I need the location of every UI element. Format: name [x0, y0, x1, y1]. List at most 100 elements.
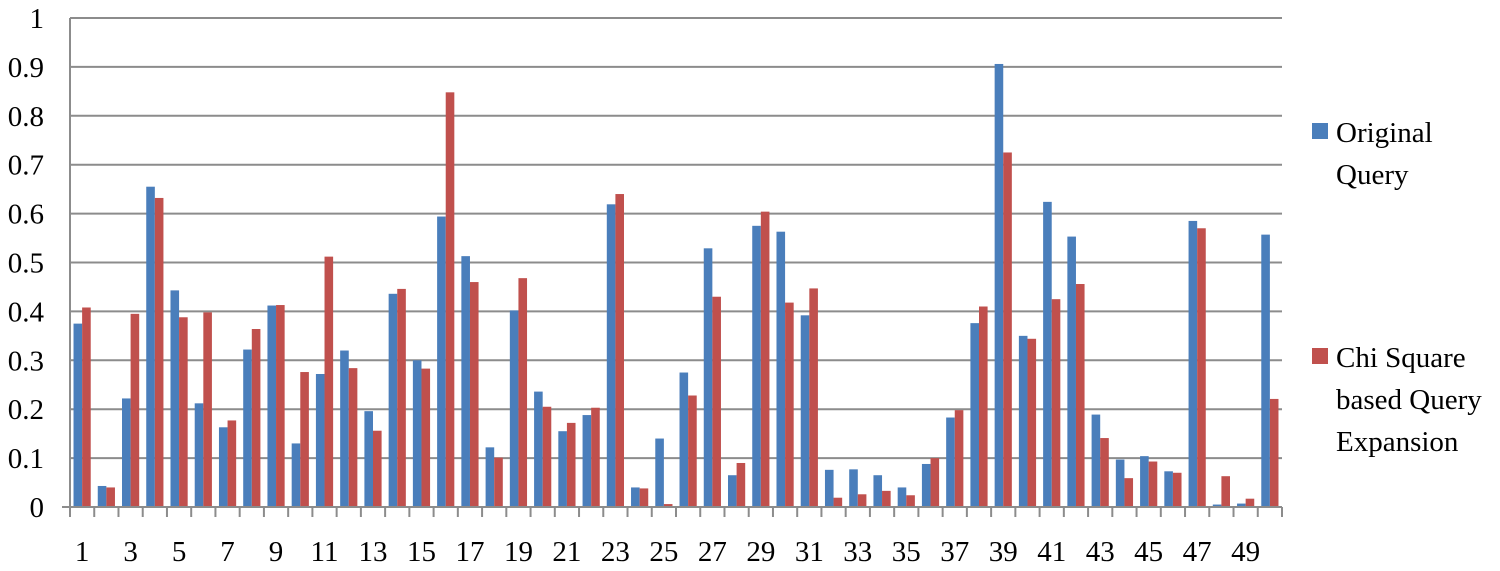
bar-original-query-32 — [824, 469, 834, 507]
bar-original-query-18 — [485, 447, 495, 507]
bar-chi-square-19 — [518, 278, 528, 507]
y-tick-label: 0.9 — [8, 52, 44, 84]
x-tick-label: 47 — [1183, 536, 1212, 568]
legend-label-chi-square: Chi Square based Query Expansion — [1336, 342, 1482, 459]
bar-chi-square-42 — [1075, 284, 1085, 507]
x-tick-label: 29 — [746, 536, 775, 568]
bar-original-query-38 — [970, 323, 979, 507]
bar-chi-square-46 — [1172, 472, 1182, 507]
bar-original-query-25 — [655, 438, 664, 507]
bar-chi-square-17 — [469, 282, 479, 507]
bar-original-query-26 — [679, 372, 689, 507]
legend-swatch-original-query — [1312, 123, 1328, 139]
x-tick-label: 45 — [1134, 536, 1163, 568]
bar-chi-square-32 — [833, 497, 843, 507]
bar-chi-square-31 — [809, 288, 818, 507]
bar-original-query-12 — [340, 350, 349, 507]
bar-original-query-22 — [582, 415, 592, 507]
legend-swatch-chi-square — [1312, 348, 1328, 364]
y-tick-label: 1 — [30, 3, 45, 35]
bar-chi-square-43 — [1100, 438, 1109, 507]
bar-original-query-27 — [703, 248, 713, 507]
bar-chi-square-22 — [591, 407, 600, 507]
x-tick-label: 43 — [1086, 536, 1115, 568]
bar-chi-square-27 — [712, 296, 721, 507]
bar-original-query-43 — [1091, 414, 1101, 507]
bar-original-query-2 — [97, 485, 107, 507]
bar-original-query-46 — [1164, 471, 1173, 507]
y-tick-label: 0.1 — [8, 443, 44, 475]
bar-chi-square-24 — [639, 488, 649, 507]
bar-original-query-15 — [412, 360, 422, 507]
x-tick-label: 39 — [989, 536, 1018, 568]
x-tick-label: 21 — [552, 536, 581, 568]
bar-original-query-3 — [122, 398, 131, 507]
bar-original-query-10 — [291, 443, 301, 507]
y-tick-label: 0.4 — [8, 296, 45, 328]
y-tick-label: 0.7 — [8, 150, 44, 182]
x-tick-label: 27 — [698, 536, 727, 568]
x-tick-label: 11 — [311, 536, 339, 568]
bar-original-query-35 — [897, 487, 907, 507]
y-tick-label: 0.6 — [8, 199, 44, 231]
bar-original-query-14 — [388, 293, 398, 507]
x-tick-label: 23 — [601, 536, 630, 568]
bar-original-query-37 — [946, 417, 955, 507]
bar-chi-square-36 — [930, 458, 940, 507]
bar-original-query-20 — [534, 391, 543, 507]
x-tick-label: 1 — [75, 536, 90, 568]
bar-chi-square-25 — [663, 504, 673, 507]
bar-chi-square-44 — [1124, 478, 1134, 507]
bar-original-query-11 — [315, 373, 325, 507]
x-tick-label: 17 — [455, 536, 484, 568]
x-tick-label: 35 — [892, 536, 921, 568]
bar-original-query-5 — [170, 290, 180, 507]
x-tick-label: 41 — [1037, 536, 1066, 568]
bar-original-query-39 — [994, 63, 1004, 507]
bar-original-query-7 — [218, 427, 228, 507]
bar-chi-square-23 — [615, 194, 624, 508]
bar-original-query-19 — [509, 310, 519, 507]
legend-item-chi-square: Chi Square based Query Expansion — [1312, 337, 1500, 463]
bar-chi-square-37 — [954, 410, 964, 507]
bar-chi-square-40 — [1027, 338, 1037, 507]
bar-original-query-30 — [776, 231, 786, 507]
bar-chi-square-1 — [82, 307, 91, 507]
x-tick-label: 19 — [504, 536, 533, 568]
x-tick-label: 15 — [407, 536, 436, 568]
bar-chi-square-30 — [785, 302, 794, 507]
bar-chi-square-9 — [276, 305, 285, 507]
bar-chi-square-13 — [373, 430, 382, 507]
bar-chi-square-45 — [1148, 461, 1158, 507]
bar-original-query-44 — [1115, 459, 1125, 507]
bar-chi-square-3 — [130, 313, 140, 507]
x-tick-label: 37 — [940, 536, 969, 568]
bar-original-query-31 — [800, 315, 810, 507]
y-tick-label: 0.3 — [8, 345, 44, 377]
bar-chi-square-15 — [421, 368, 431, 507]
bar-original-query-24 — [631, 487, 640, 507]
legend-item-original-query: Original Query — [1312, 112, 1492, 196]
bar-original-query-34 — [873, 475, 883, 507]
bar-chi-square-11 — [324, 256, 334, 507]
x-tick-label: 49 — [1231, 536, 1260, 568]
bar-original-query-13 — [364, 411, 373, 507]
bar-chi-square-47 — [1197, 228, 1206, 507]
bar-chi-square-29 — [760, 211, 770, 508]
bar-original-query-41 — [1043, 201, 1052, 507]
bar-original-query-45 — [1140, 456, 1149, 507]
bar-chi-square-14 — [397, 288, 406, 507]
bar-original-query-21 — [558, 431, 567, 507]
bar-chi-square-7 — [227, 420, 237, 507]
bar-chi-square-21 — [566, 422, 576, 507]
y-tick-label: 0.5 — [8, 248, 44, 280]
x-tick-label: 25 — [649, 536, 678, 568]
bar-original-query-1 — [73, 323, 83, 507]
x-tick-label: 5 — [172, 536, 187, 568]
bar-chi-square-2 — [106, 487, 115, 507]
bar-chi-square-39 — [1003, 152, 1012, 507]
bar-original-query-9 — [267, 305, 277, 507]
bar-original-query-6 — [194, 403, 204, 507]
bar-chi-square-41 — [1051, 299, 1061, 507]
bar-chi-square-12 — [348, 368, 358, 507]
